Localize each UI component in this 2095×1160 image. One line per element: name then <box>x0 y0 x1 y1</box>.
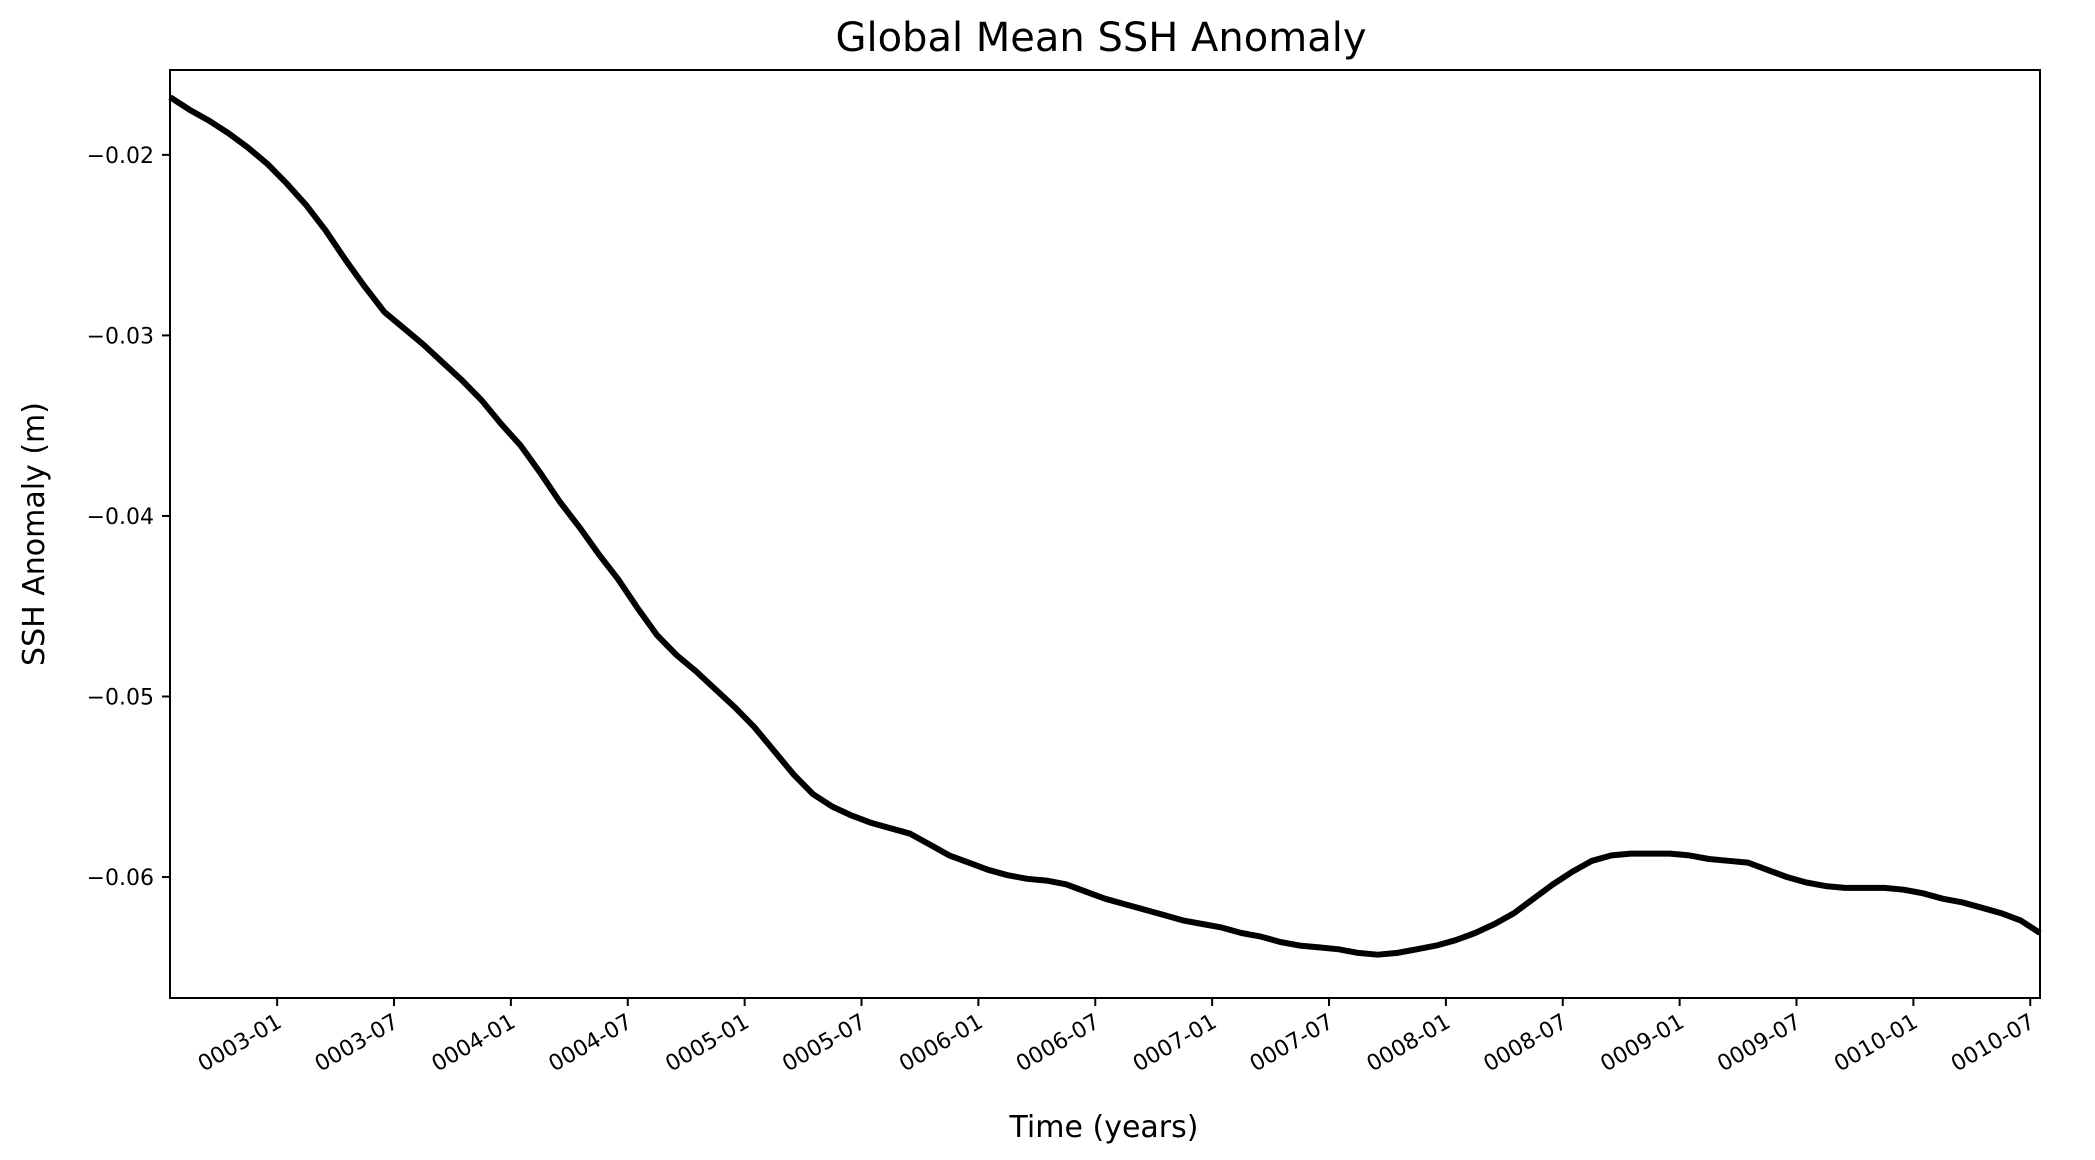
y-tick-label: −0.02 <box>87 144 154 169</box>
y-axis: −0.02 −0.03 −0.04 −0.05 −0.06 <box>87 144 170 891</box>
chart-title: Global Mean SSH Anomaly <box>835 15 1366 61</box>
y-tick-label: −0.06 <box>87 866 154 891</box>
ssh-anomaly-line <box>168 94 2042 958</box>
y-tick-label: −0.03 <box>87 324 154 349</box>
plot-area <box>168 94 2042 958</box>
y-tick-label: −0.05 <box>87 685 154 710</box>
y-tick-label: −0.04 <box>87 505 154 530</box>
y-axis-label: SSH Anomaly (m) <box>17 402 52 666</box>
axes-frame <box>169 69 2041 999</box>
x-axis-label: Time (years) <box>1009 1110 1199 1145</box>
